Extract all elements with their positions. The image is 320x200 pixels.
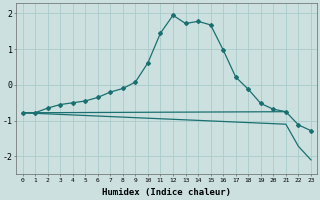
X-axis label: Humidex (Indice chaleur): Humidex (Indice chaleur) [102,188,231,197]
